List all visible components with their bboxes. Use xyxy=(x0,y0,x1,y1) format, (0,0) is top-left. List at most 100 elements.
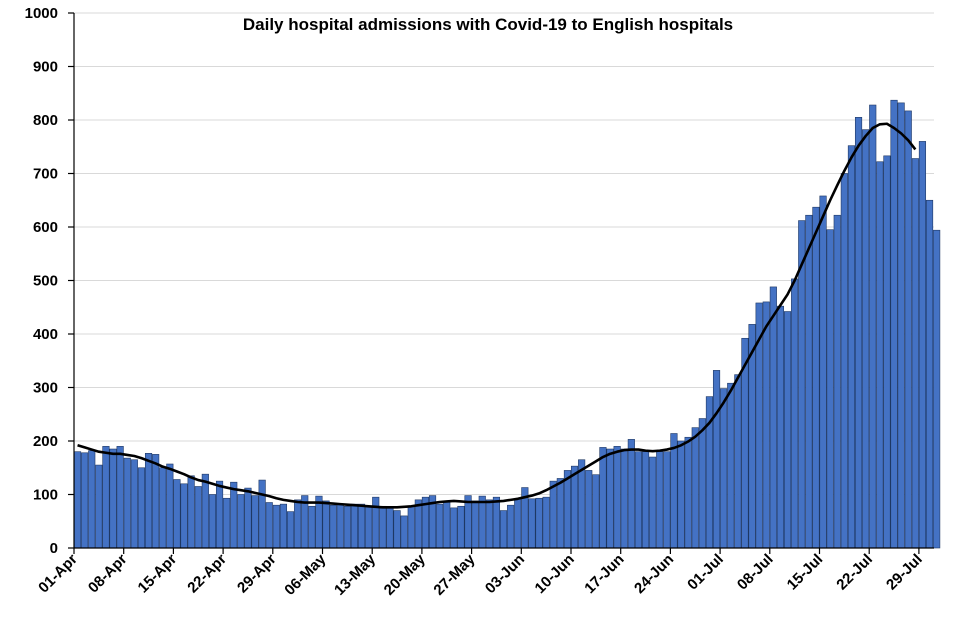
bar xyxy=(343,505,351,549)
bar xyxy=(400,515,408,549)
bar xyxy=(933,229,941,549)
bar xyxy=(116,446,124,549)
bar xyxy=(890,99,898,549)
bar xyxy=(634,451,643,549)
bar xyxy=(414,499,422,549)
bar xyxy=(386,507,394,549)
bar xyxy=(542,496,550,549)
x-tick-label: 29-Apr xyxy=(234,551,280,597)
bar xyxy=(833,214,841,549)
bar xyxy=(265,502,273,549)
bar xyxy=(443,500,451,549)
bar xyxy=(897,102,905,549)
bar xyxy=(102,446,110,549)
bar xyxy=(656,451,664,549)
bar xyxy=(712,370,721,549)
bar xyxy=(585,470,593,549)
bar xyxy=(925,199,934,549)
bar xyxy=(535,497,543,549)
bar xyxy=(244,487,252,549)
bar xyxy=(152,454,160,549)
y-tick-label: 200 xyxy=(33,433,58,450)
bar xyxy=(329,504,337,549)
bar xyxy=(791,278,799,549)
x-tick-label: 01-Jul xyxy=(684,551,727,594)
bar xyxy=(464,495,472,549)
bar xyxy=(123,457,131,549)
x-tick-label: 15-Apr xyxy=(135,551,181,597)
bar xyxy=(223,497,231,549)
x-tick-label: 03-Jun xyxy=(482,551,528,597)
x-tick-label: 08-Apr xyxy=(85,551,131,597)
bar xyxy=(563,470,572,549)
bar xyxy=(507,504,515,549)
bar xyxy=(73,451,82,549)
bar xyxy=(230,481,238,549)
y-tick-label: 900 xyxy=(33,59,58,76)
bar xyxy=(918,141,927,549)
bar xyxy=(698,418,706,549)
bar xyxy=(294,499,302,549)
bar xyxy=(272,504,280,549)
x-tick-label: 22-Jul xyxy=(833,551,876,594)
bar xyxy=(478,495,486,549)
y-tick-label: 0 xyxy=(50,540,58,557)
bar xyxy=(549,480,557,549)
x-tick-label: 13-May xyxy=(331,550,379,598)
bar xyxy=(776,305,785,549)
x-tick-label: 10-Jun xyxy=(532,551,578,597)
bar xyxy=(492,496,501,549)
bar xyxy=(727,382,735,549)
x-tick-label: 22-Apr xyxy=(184,551,230,597)
bar xyxy=(81,452,89,549)
bar xyxy=(826,229,834,549)
axes xyxy=(68,12,934,554)
x-tick-labels: 01-Apr 08-Apr 15-Apr 22-Apr 29-Apr 06-May 13-M… xyxy=(35,550,926,598)
bar xyxy=(144,453,153,549)
bar xyxy=(357,503,366,549)
x-tick-label: 15-Jul xyxy=(784,551,827,594)
bar xyxy=(308,505,316,549)
bar xyxy=(734,374,742,549)
bar xyxy=(677,440,685,549)
bar xyxy=(215,480,224,549)
bar xyxy=(436,503,444,549)
bar xyxy=(854,117,863,549)
bar xyxy=(379,505,387,549)
bar xyxy=(173,479,181,549)
bar xyxy=(159,467,167,549)
bar xyxy=(194,486,202,549)
bar xyxy=(88,450,96,549)
bar xyxy=(407,505,415,549)
bar xyxy=(819,195,827,549)
y-tick-label: 1000 xyxy=(25,5,58,22)
bar xyxy=(684,436,692,549)
bar xyxy=(457,505,465,549)
bar xyxy=(783,311,792,549)
bar xyxy=(620,448,628,549)
bar xyxy=(514,498,522,549)
bar xyxy=(180,483,188,549)
bar xyxy=(883,155,891,549)
y-tick-label: 600 xyxy=(33,219,58,236)
bar xyxy=(840,173,848,549)
bar xyxy=(393,510,401,549)
bar xyxy=(720,388,728,549)
y-tick-label: 400 xyxy=(33,326,58,343)
gridlines xyxy=(74,12,934,495)
x-tick-label: 01-Apr xyxy=(35,551,81,597)
bar xyxy=(762,301,770,549)
x-tick-label: 06-May xyxy=(281,550,329,598)
bar xyxy=(904,110,912,549)
bar xyxy=(485,499,493,549)
bar xyxy=(286,511,295,549)
bar xyxy=(336,503,344,549)
bar xyxy=(499,510,508,549)
bar xyxy=(649,456,657,549)
bar xyxy=(556,478,564,549)
bar xyxy=(691,427,699,549)
bar xyxy=(365,505,373,549)
bar xyxy=(95,464,103,549)
